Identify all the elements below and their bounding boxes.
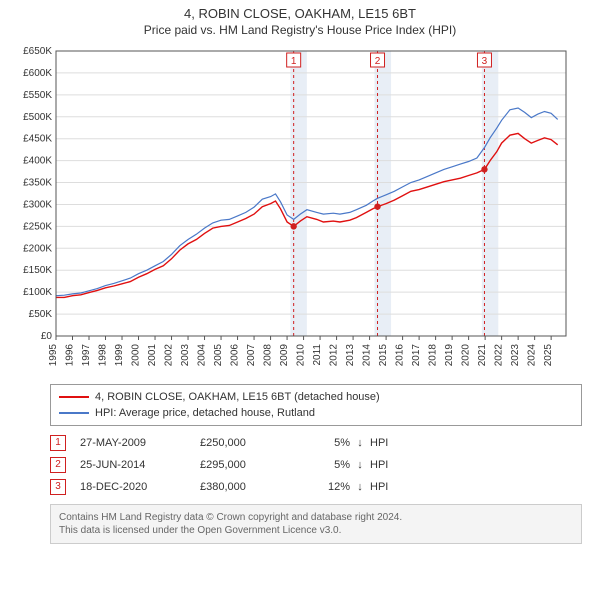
legend: 4, ROBIN CLOSE, OAKHAM, LE15 6BT (detach…	[50, 384, 582, 426]
svg-text:2020: 2020	[461, 344, 472, 367]
svg-text:£500K: £500K	[23, 112, 52, 123]
event-row: 3 18-DEC-2020 £380,000 12% ↓ HPI	[50, 476, 582, 498]
event-suffix: HPI	[370, 437, 410, 449]
svg-text:1998: 1998	[98, 344, 109, 367]
svg-text:2016: 2016	[395, 344, 406, 367]
svg-text:2000: 2000	[131, 344, 142, 367]
svg-text:£600K: £600K	[23, 68, 52, 79]
svg-text:2001: 2001	[147, 344, 158, 367]
svg-text:£0: £0	[41, 331, 53, 342]
svg-text:2023: 2023	[510, 344, 521, 367]
legend-item-price-paid: 4, ROBIN CLOSE, OAKHAM, LE15 6BT (detach…	[59, 389, 573, 405]
svg-text:2010: 2010	[296, 344, 307, 367]
attribution-box: Contains HM Land Registry data © Crown c…	[50, 504, 582, 544]
svg-text:2015: 2015	[378, 344, 389, 367]
svg-text:2019: 2019	[444, 344, 455, 367]
down-arrow-icon: ↓	[350, 437, 370, 449]
event-date: 27-MAY-2009	[80, 437, 200, 449]
event-date: 25-JUN-2014	[80, 459, 200, 471]
svg-text:1999: 1999	[114, 344, 125, 367]
figure-root: 4, ROBIN CLOSE, OAKHAM, LE15 6BT Price p…	[0, 0, 600, 590]
svg-text:2018: 2018	[428, 344, 439, 367]
event-marker-icon: 2	[50, 457, 66, 473]
svg-text:2022: 2022	[494, 344, 505, 367]
svg-text:3: 3	[482, 56, 488, 67]
svg-text:2007: 2007	[246, 344, 257, 367]
event-pct: 5%	[300, 459, 350, 471]
svg-text:2009: 2009	[279, 344, 290, 367]
svg-text:2008: 2008	[263, 344, 274, 367]
svg-text:1996: 1996	[65, 344, 76, 367]
svg-text:2014: 2014	[362, 344, 373, 367]
svg-text:2021: 2021	[477, 344, 488, 367]
events-table: 1 27-MAY-2009 £250,000 5% ↓ HPI 2 25-JUN…	[50, 432, 582, 498]
event-pct: 5%	[300, 437, 350, 449]
svg-text:£100K: £100K	[23, 287, 52, 298]
svg-text:1995: 1995	[48, 344, 59, 367]
event-price: £380,000	[200, 481, 300, 493]
svg-text:2002: 2002	[164, 344, 175, 367]
svg-text:2012: 2012	[329, 344, 340, 367]
event-row: 1 27-MAY-2009 £250,000 5% ↓ HPI	[50, 432, 582, 454]
svg-text:2017: 2017	[411, 344, 422, 367]
event-row: 2 25-JUN-2014 £295,000 5% ↓ HPI	[50, 454, 582, 476]
svg-text:£50K: £50K	[29, 309, 53, 320]
svg-text:1: 1	[291, 56, 297, 67]
event-marker-icon: 1	[50, 435, 66, 451]
attribution-line: Contains HM Land Registry data © Crown c…	[59, 511, 573, 524]
event-suffix: HPI	[370, 481, 410, 493]
legend-swatch	[59, 412, 89, 414]
event-price: £295,000	[200, 459, 300, 471]
legend-swatch	[59, 396, 89, 398]
legend-label: 4, ROBIN CLOSE, OAKHAM, LE15 6BT (detach…	[95, 391, 380, 403]
line-chart: £0 £50K £100K £150K £200K £250K £300K £350K £400…	[12, 45, 572, 375]
event-pct: 12%	[300, 481, 350, 493]
svg-text:2003: 2003	[180, 344, 191, 367]
chart-area: £0 £50K £100K £150K £200K £250K £300K £350K £400…	[12, 45, 588, 378]
figure-subtitle: Price paid vs. HM Land Registry's House …	[0, 21, 600, 37]
legend-label: HPI: Average price, detached house, Rutl…	[95, 407, 315, 419]
svg-text:2: 2	[375, 56, 381, 67]
svg-text:2025: 2025	[543, 344, 554, 367]
svg-text:2013: 2013	[345, 344, 356, 367]
svg-text:£550K: £550K	[23, 90, 52, 101]
svg-text:£300K: £300K	[23, 199, 52, 210]
svg-text:£450K: £450K	[23, 134, 52, 145]
svg-text:£650K: £650K	[23, 46, 52, 57]
event-price: £250,000	[200, 437, 300, 449]
event-date: 18-DEC-2020	[80, 481, 200, 493]
down-arrow-icon: ↓	[350, 481, 370, 493]
attribution-line: This data is licensed under the Open Gov…	[59, 524, 573, 537]
down-arrow-icon: ↓	[350, 459, 370, 471]
legend-item-hpi: HPI: Average price, detached house, Rutl…	[59, 405, 573, 421]
svg-text:2005: 2005	[213, 344, 224, 367]
svg-text:2004: 2004	[197, 344, 208, 367]
event-suffix: HPI	[370, 459, 410, 471]
figure-title: 4, ROBIN CLOSE, OAKHAM, LE15 6BT	[0, 0, 600, 21]
svg-text:2006: 2006	[230, 344, 241, 367]
svg-text:£200K: £200K	[23, 243, 52, 254]
svg-text:1997: 1997	[81, 344, 92, 367]
svg-text:2024: 2024	[527, 344, 538, 367]
svg-text:2011: 2011	[312, 344, 323, 366]
svg-text:£350K: £350K	[23, 178, 52, 189]
svg-text:£400K: £400K	[23, 156, 52, 167]
event-marker-icon: 3	[50, 479, 66, 495]
svg-text:£250K: £250K	[23, 221, 52, 232]
svg-text:£150K: £150K	[23, 265, 52, 276]
